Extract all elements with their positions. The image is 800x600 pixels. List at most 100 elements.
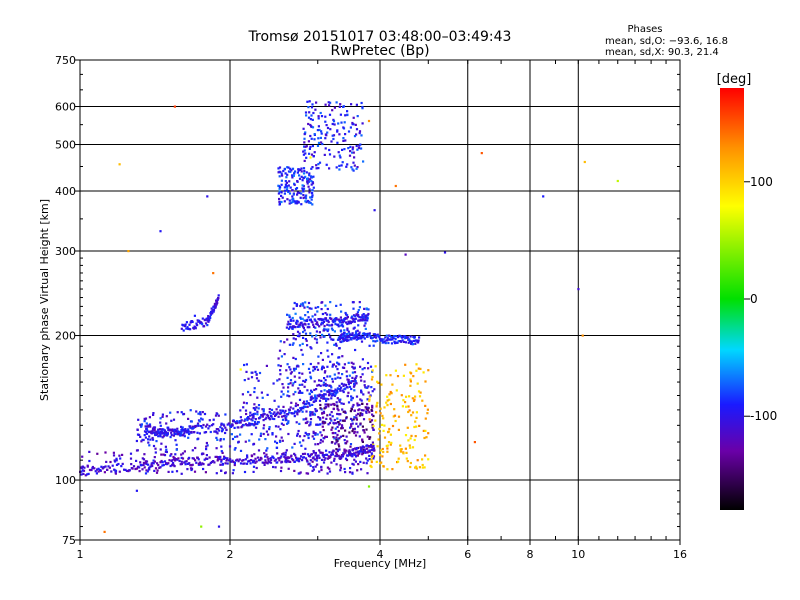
data-point bbox=[141, 457, 144, 460]
data-point bbox=[427, 458, 430, 461]
data-point bbox=[265, 453, 268, 456]
data-point bbox=[348, 374, 351, 377]
data-point bbox=[294, 367, 297, 370]
data-point bbox=[292, 333, 295, 336]
data-point bbox=[161, 415, 164, 418]
data-point bbox=[352, 151, 355, 154]
data-point bbox=[357, 319, 360, 322]
data-point bbox=[154, 467, 158, 470]
data-point bbox=[325, 435, 328, 438]
data-point bbox=[330, 403, 333, 406]
data-point bbox=[345, 435, 348, 438]
data-point bbox=[254, 461, 257, 464]
data-point bbox=[173, 432, 176, 436]
data-point bbox=[245, 363, 248, 366]
data-point bbox=[169, 454, 172, 457]
data-point bbox=[347, 391, 350, 394]
data-point bbox=[313, 380, 316, 383]
data-point bbox=[417, 367, 420, 370]
data-point bbox=[264, 417, 267, 421]
data-point bbox=[216, 428, 220, 431]
data-point bbox=[294, 312, 297, 315]
data-point bbox=[173, 465, 176, 468]
data-point bbox=[103, 530, 106, 533]
data-point bbox=[209, 461, 212, 464]
data-point bbox=[242, 462, 245, 465]
data-point bbox=[315, 334, 318, 337]
data-point bbox=[412, 375, 415, 378]
data-point bbox=[301, 372, 304, 375]
data-point bbox=[231, 459, 234, 462]
data-point bbox=[299, 457, 302, 460]
data-point bbox=[283, 411, 286, 414]
data-point bbox=[353, 409, 356, 412]
data-point bbox=[410, 414, 413, 417]
data-point bbox=[328, 333, 331, 336]
data-point bbox=[131, 467, 134, 470]
data-point bbox=[356, 329, 359, 332]
data-point bbox=[395, 335, 398, 338]
data-point bbox=[275, 408, 278, 411]
data-point bbox=[326, 329, 329, 333]
data-point bbox=[307, 316, 310, 319]
data-point bbox=[386, 337, 389, 340]
data-point bbox=[408, 338, 411, 341]
data-point bbox=[137, 418, 140, 421]
data-point bbox=[339, 389, 342, 392]
data-point bbox=[251, 413, 254, 416]
data-point bbox=[174, 428, 177, 431]
data-point bbox=[109, 460, 112, 464]
data-point bbox=[338, 457, 341, 460]
data-point bbox=[346, 440, 349, 443]
data-point bbox=[336, 141, 339, 144]
data-point bbox=[317, 117, 320, 120]
data-point bbox=[369, 420, 372, 423]
data-point bbox=[309, 423, 312, 426]
data-point bbox=[337, 421, 340, 424]
data-point bbox=[330, 327, 334, 330]
data-point bbox=[302, 439, 305, 442]
data-point bbox=[324, 147, 327, 150]
data-point bbox=[317, 125, 320, 128]
data-point bbox=[291, 316, 294, 320]
data-point bbox=[342, 337, 345, 340]
data-point bbox=[187, 436, 190, 439]
data-point bbox=[283, 186, 286, 189]
data-point bbox=[406, 426, 409, 429]
data-point bbox=[363, 332, 366, 335]
data-point bbox=[291, 176, 294, 179]
data-point bbox=[295, 459, 298, 462]
data-point bbox=[174, 439, 177, 442]
data-point bbox=[294, 390, 297, 394]
data-point bbox=[84, 474, 87, 477]
data-point bbox=[305, 171, 308, 174]
data-point bbox=[414, 420, 417, 423]
data-point bbox=[300, 455, 303, 458]
data-point bbox=[319, 423, 322, 426]
data-point bbox=[307, 179, 310, 182]
data-point bbox=[166, 426, 169, 429]
data-point bbox=[294, 357, 297, 361]
data-point bbox=[125, 469, 128, 472]
data-point bbox=[255, 460, 258, 463]
data-point bbox=[317, 115, 320, 118]
data-point bbox=[349, 150, 352, 153]
data-point bbox=[387, 441, 391, 444]
data-point bbox=[207, 320, 210, 323]
data-point bbox=[295, 321, 298, 324]
data-point bbox=[289, 382, 292, 385]
data-point bbox=[258, 459, 261, 462]
data-point bbox=[253, 387, 256, 390]
data-point bbox=[289, 167, 292, 170]
data-point bbox=[269, 457, 272, 460]
chart-subtitle: RwPretec (Bp) bbox=[330, 43, 429, 59]
data-point bbox=[309, 413, 312, 416]
data-point bbox=[177, 457, 180, 460]
data-point bbox=[313, 138, 316, 141]
data-point bbox=[302, 177, 305, 180]
data-point bbox=[298, 383, 301, 386]
data-point bbox=[316, 433, 319, 436]
data-point bbox=[386, 399, 389, 402]
data-point bbox=[342, 384, 345, 387]
data-point bbox=[342, 410, 345, 413]
